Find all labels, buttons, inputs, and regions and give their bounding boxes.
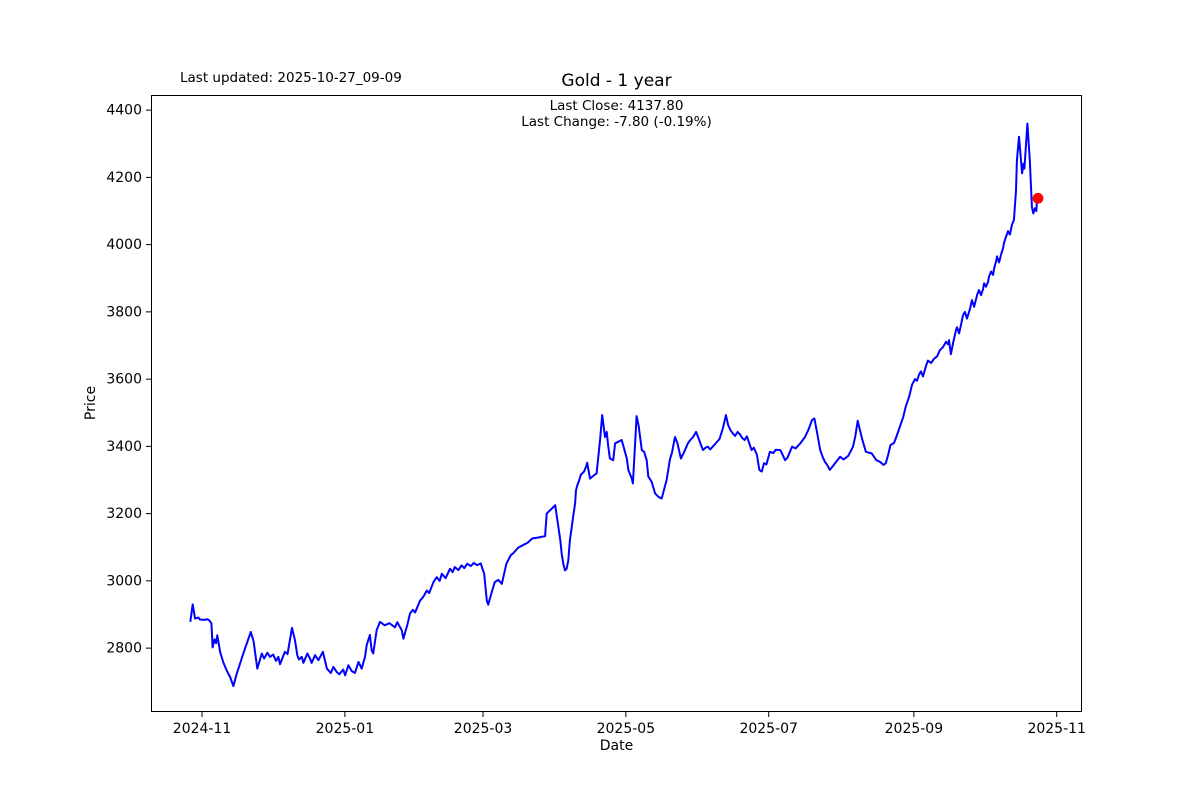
y-axis-tick-label: 3600 (106, 372, 142, 388)
y-axis-tick-label: 3000 (106, 573, 142, 589)
price-line (189, 122, 1039, 688)
y-axis-tick-label: 3400 (106, 439, 142, 455)
y-axis-tick-label: 4400 (106, 103, 142, 119)
x-axis-tick-label: 2025-01 (316, 721, 375, 737)
x-axis-tick-label: 2024-11 (173, 721, 232, 737)
y-axis-tick-label: 4200 (106, 170, 142, 186)
last-close-marker (1032, 192, 1044, 204)
last-close-annotation: Last Close: 4137.80 (549, 98, 684, 114)
x-axis-tick-label: 2025-07 (739, 721, 798, 737)
x-axis-tick-label: 2025-09 (885, 721, 944, 737)
last-updated-text: Last updated: 2025-10-27_09-09 (180, 70, 402, 86)
y-axis-tick-label: 3800 (106, 304, 142, 320)
x-axis-tick-label: 2025-03 (454, 721, 513, 737)
x-axis-tick-label: 2025-11 (1027, 721, 1086, 737)
y-axis-tick-label: 2800 (106, 641, 142, 657)
y-axis-tick-label: 3200 (106, 506, 142, 522)
page-title: Gold - 1 year (561, 71, 672, 91)
x-axis-label: Date (599, 738, 634, 754)
last-change-annotation: Last Change: -7.80 (-0.19%) (521, 114, 712, 130)
plot-border (151, 95, 1082, 712)
x-axis-tick-label: 2025-05 (597, 721, 656, 737)
y-axis-tick-label: 4000 (106, 237, 142, 253)
